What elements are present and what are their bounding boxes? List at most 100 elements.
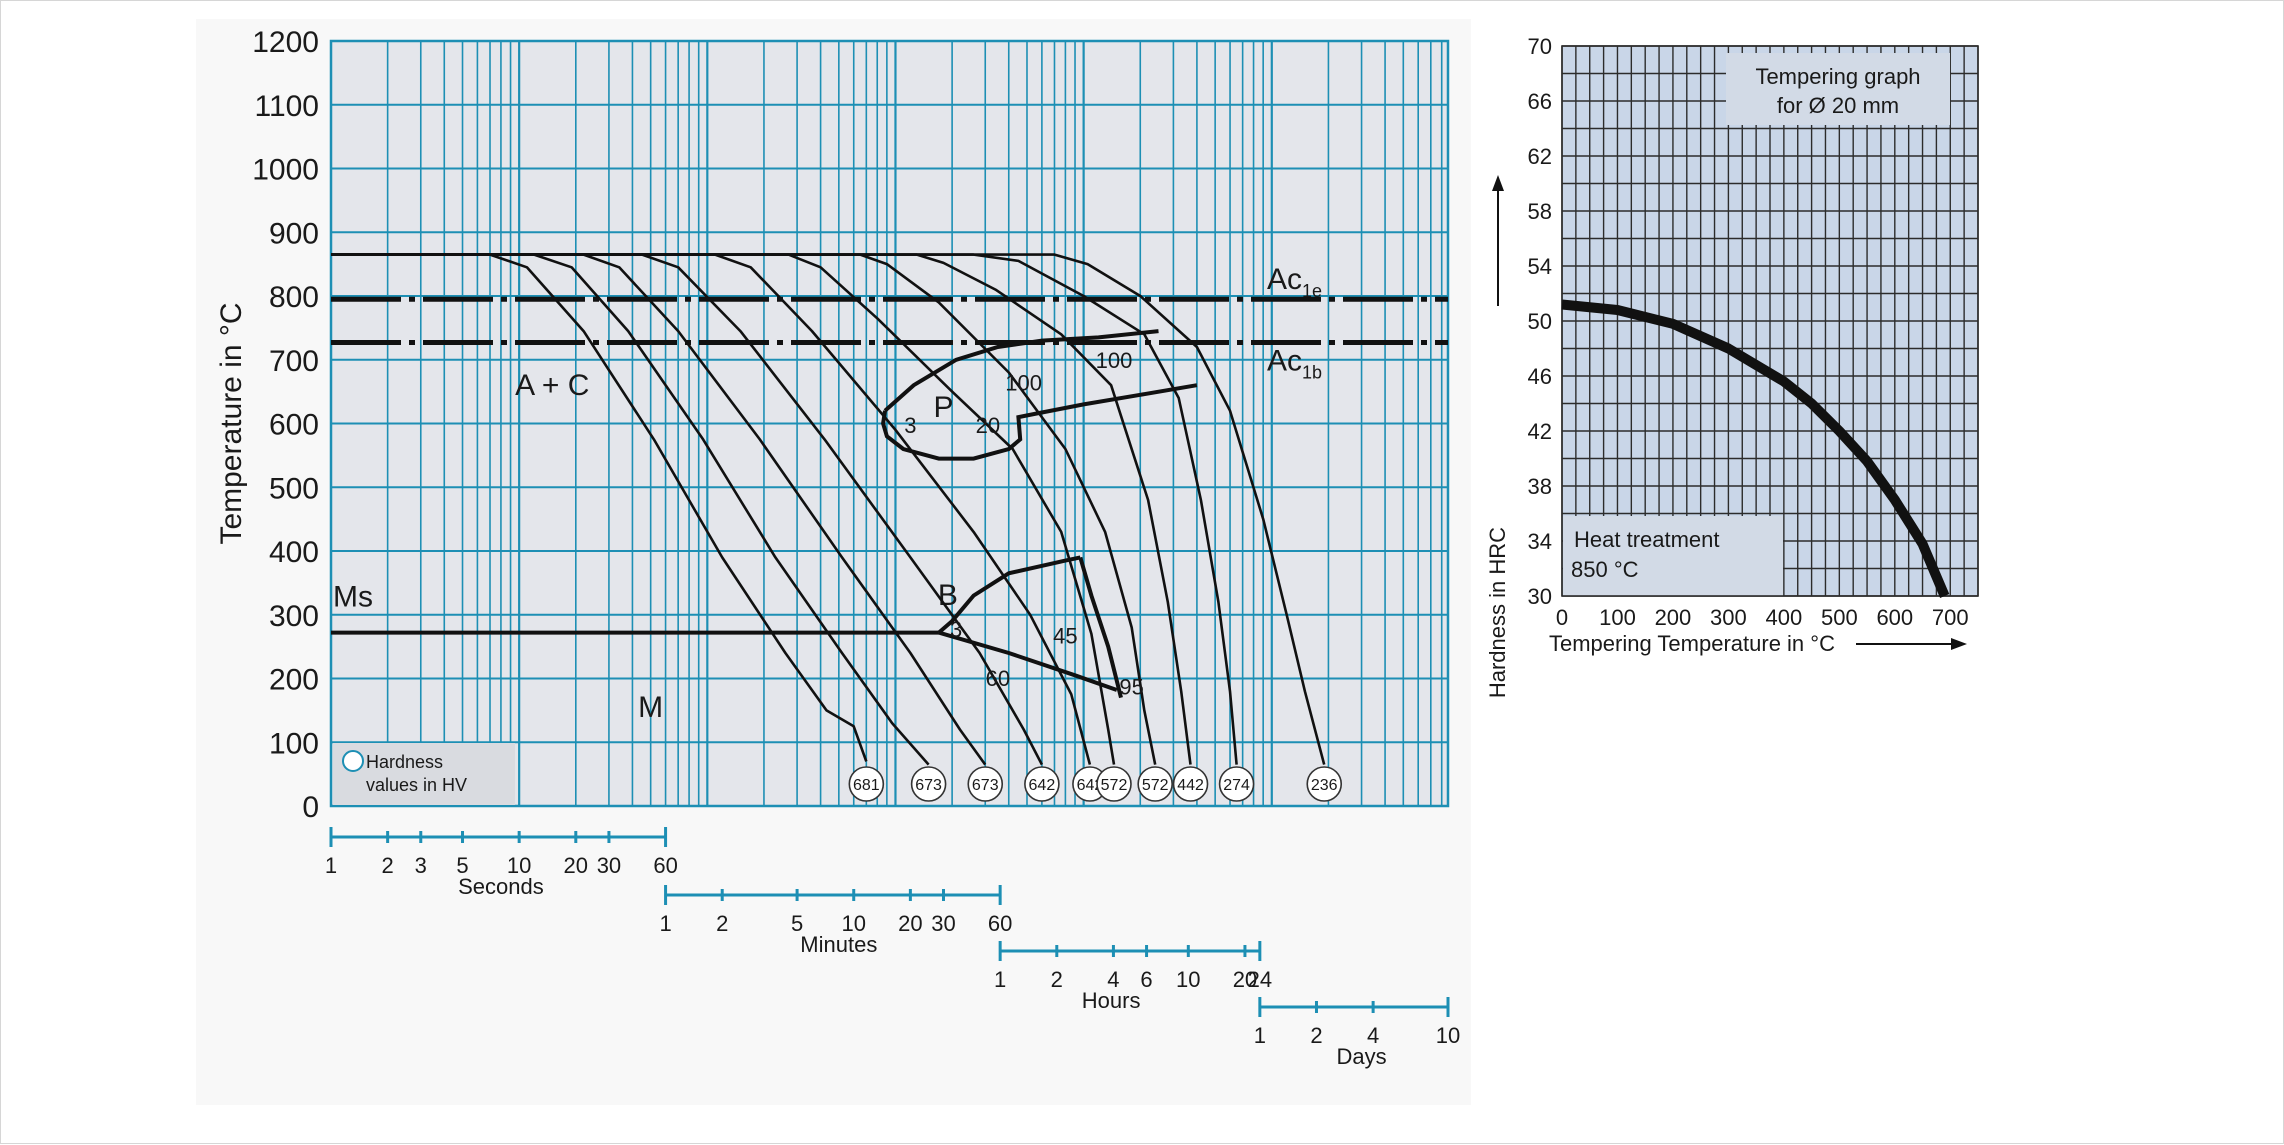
bainite-percent-label: 95 — [1119, 674, 1143, 699]
temper-x-tick-label: 200 — [1655, 605, 1692, 630]
cct-y-tick-label: 500 — [269, 472, 319, 505]
hardness-value: 642 — [1029, 777, 1056, 794]
label-ac1e-subscript: 1e — [1302, 281, 1322, 301]
temper-title-box — [1726, 53, 1950, 125]
bainite-right-line — [1078, 556, 1123, 699]
tempering-graph: Tempering graph for Ø 20 mm Heat treatment… — [1485, 34, 1979, 698]
tempering-curve — [1561, 299, 1950, 598]
temper-x-tick-label: 0 — [1556, 605, 1568, 630]
time-scale-name-days: Days — [1336, 1044, 1386, 1069]
temper-y-tick-label: 54 — [1528, 254, 1552, 279]
time-scale-tick-label: 1 — [1254, 1023, 1266, 1048]
label-ms: Ms — [333, 581, 373, 614]
cct-plot-border — [329, 39, 1450, 808]
bainite-percent-label: 45 — [1053, 623, 1077, 648]
time-scale-tick-label: 2 — [1310, 1023, 1322, 1048]
pearlite-percent-label: 20 — [976, 413, 1000, 438]
temper-x-axis-arrow-head — [1951, 638, 1967, 650]
bainite-lower-line — [938, 630, 1118, 692]
temper-y-axis-arrow-head — [1492, 175, 1504, 191]
region-label: A + C — [515, 369, 589, 402]
temper-y-tick-label: 58 — [1528, 199, 1552, 224]
temper-y-tick-label: 66 — [1528, 89, 1552, 114]
cct-y-tick-label: 600 — [269, 409, 319, 442]
cct-y-tick-label: 900 — [269, 217, 319, 250]
pearlite-percent-label: 100 — [1096, 348, 1133, 373]
heat-treatment-line-2: 850 °C — [1571, 557, 1639, 582]
cooling-curve-9 — [331, 253, 1238, 765]
cct-y-tick-label: 400 — [269, 536, 319, 569]
temper-x-tick-label: 700 — [1932, 605, 1969, 630]
time-scale-tick-label: 4 — [1107, 967, 1119, 992]
region-label: M — [638, 691, 663, 724]
time-scale-tick-label: 20 — [564, 853, 588, 878]
hardness-legend-line-1: Hardness — [366, 752, 443, 772]
pearlite-finish-line — [881, 383, 1198, 461]
hardness-value: 274 — [1223, 777, 1250, 794]
heat-treatment-line-1: Heat treatment — [1574, 527, 1720, 552]
cct-y-tick-label: 1200 — [252, 26, 319, 59]
hardness-value: 673 — [972, 777, 999, 794]
hardness-circle — [848, 766, 885, 802]
cooling-curve-1 — [331, 253, 868, 762]
time-scale-tick-label: 5 — [791, 911, 803, 936]
cooling-curve-2 — [331, 253, 930, 766]
time-scale-tick-label: 5 — [456, 853, 468, 878]
temper-x-tick-label: 400 — [1766, 605, 1803, 630]
label-ac1b-subscript: 1b — [1302, 363, 1322, 383]
time-scale-name-seconds: Seconds — [458, 874, 544, 899]
cct-y-tick-label: 1100 — [254, 90, 319, 123]
hardness-legend-icon — [342, 750, 364, 772]
pearlite-percent-label: 3 — [904, 413, 916, 438]
hardness-circle — [1218, 766, 1255, 802]
time-scale-tick-label: 1 — [325, 853, 337, 878]
temper-y-tick-label: 46 — [1528, 364, 1552, 389]
bainite-percent-label: 3 — [950, 617, 962, 642]
time-scale-name-hours: Hours — [1082, 988, 1141, 1013]
time-scale-tick-label: 20 — [1233, 967, 1257, 992]
cct-y-tick-label: 300 — [269, 600, 319, 633]
hardness-legend-line-2: values in HV — [366, 775, 467, 795]
temper-x-tick-label: 100 — [1599, 605, 1636, 630]
cct-y-tick-label: 100 — [269, 727, 319, 760]
temper-y-tick-label: 42 — [1528, 419, 1552, 444]
time-scale-tick-label: 30 — [597, 853, 621, 878]
temper-x-tick-label: 500 — [1821, 605, 1858, 630]
hardness-value: 442 — [1177, 777, 1204, 794]
bainite-percent-label: 60 — [986, 666, 1010, 691]
time-scale-tick-label: 60 — [653, 853, 677, 878]
hardness-value: 236 — [1311, 777, 1338, 794]
temper-y-tick-label: 38 — [1528, 474, 1552, 499]
cooling-curve-10 — [331, 253, 1326, 765]
hardness-circle — [1024, 766, 1060, 802]
cooling-curve-6 — [331, 253, 1116, 765]
time-scale-tick-label: 10 — [507, 853, 531, 878]
bainite-upper-line — [937, 555, 1081, 635]
cooling-curve-7 — [331, 253, 1157, 765]
hardness-circle — [1172, 766, 1209, 802]
hardness-circle — [967, 766, 1004, 802]
temper-plot-border — [1561, 45, 1979, 597]
hardness-value: 572 — [1142, 777, 1169, 794]
cooling-curve-8 — [331, 253, 1192, 765]
temper-x-tick-label: 300 — [1710, 605, 1747, 630]
hardness-circle — [910, 766, 947, 802]
cooling-curve-4 — [331, 253, 1044, 766]
temper-y-tick-label: 62 — [1528, 144, 1552, 169]
cct-y-tick-label: 700 — [269, 345, 319, 378]
time-scale-tick-label: 30 — [931, 911, 955, 936]
time-scale-tick-label: 2 — [1051, 967, 1063, 992]
hardness-circle — [1306, 766, 1343, 802]
heat-treatment-box — [1563, 516, 1783, 596]
hardness-legend-box — [333, 743, 515, 805]
temper-x-axis-label: Tempering Temperature in °C — [1549, 631, 1835, 656]
cct-y-tick-label: 1000 — [252, 154, 319, 187]
temper-y-tick-label: 30 — [1528, 584, 1552, 609]
time-scale-tick-label: 10 — [1176, 967, 1200, 992]
hardness-circle — [1137, 766, 1173, 802]
time-scale-tick-label: 6 — [1140, 967, 1152, 992]
temper-y-tick-label: 34 — [1528, 529, 1552, 554]
time-scale-tick-label: 4 — [1367, 1023, 1379, 1048]
cct-y-tick-label: 800 — [269, 281, 319, 314]
pearlite-percent-label: 100 — [1005, 370, 1042, 395]
